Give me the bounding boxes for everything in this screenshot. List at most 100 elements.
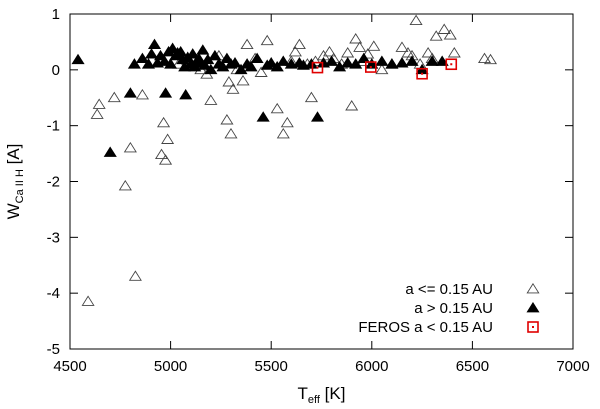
feros-square-point: [311, 61, 324, 74]
y-tick-label: -5: [47, 341, 60, 358]
open-triangle-point: [483, 53, 498, 65]
open-triangle-point: [156, 116, 171, 128]
y-axis-label: WCa II H [A]: [4, 144, 26, 220]
x-axis-title: Teff [K]: [298, 384, 346, 406]
filled-triangle-point: [405, 55, 419, 66]
filled-triangle-point: [341, 57, 355, 68]
filled-triangle-point: [123, 87, 137, 98]
open-triangle-point: [220, 114, 234, 125]
open-triangle-point: [349, 33, 363, 44]
y-tick-label: 0: [52, 62, 60, 79]
filled-triangle-point: [264, 57, 278, 68]
x-tick-label: 7000: [556, 358, 589, 375]
filled-triangle-point: [158, 87, 173, 98]
x-axis-label-sub: eff: [308, 394, 321, 406]
open-triangle-point: [367, 40, 381, 51]
filled-triangle-point: [196, 44, 210, 55]
feros-square-point: [416, 67, 428, 80]
filled-triangle-point: [395, 57, 409, 68]
open-triangle-point: [477, 52, 492, 64]
open-triangle-point: [447, 47, 461, 58]
open-triangle-point: [375, 63, 389, 75]
open-triangle-point: [240, 38, 254, 50]
legend-label: FEROS a < 0.15 AU: [358, 319, 493, 336]
filled-triangle-point: [365, 58, 379, 69]
open-triangle-point: [92, 98, 106, 109]
filled-triangle-point: [234, 63, 248, 75]
open-triangle-point: [260, 34, 274, 46]
filled-triangle-point: [198, 59, 212, 70]
open-triangle-point: [81, 295, 95, 306]
x-tick-label: 5000: [154, 358, 187, 375]
filled-triangle-point: [270, 60, 284, 72]
open-triangle-point: [118, 179, 132, 191]
y-axis-label-main: W: [4, 203, 23, 219]
y-tick-label: -2: [47, 174, 60, 191]
filled-triangle-point: [310, 111, 325, 122]
open-triangle-point: [158, 154, 173, 165]
y-axis-label-sub: Ca II H: [14, 169, 26, 203]
open-triangle-point: [107, 91, 121, 103]
filled-triangle-point: [103, 146, 117, 157]
open-triangle-point: [437, 23, 451, 34]
filled-triangle-point: [256, 111, 270, 122]
open-triangle-point: [345, 100, 359, 111]
open-triangle-point: [429, 30, 443, 41]
x-axis-label-main: T: [298, 384, 308, 403]
open-triangle-point: [161, 133, 175, 144]
x-tick-label: 4500: [53, 358, 86, 375]
filled-triangle-point: [71, 53, 85, 65]
y-tick-label: 1: [52, 6, 60, 23]
open-triangle-point: [395, 41, 409, 52]
open-triangle-point: [236, 74, 250, 86]
filled-triangle-point: [208, 49, 222, 61]
open-triangle-point: [204, 94, 218, 105]
x-tick-label: 6500: [456, 358, 489, 375]
open-triangle-point: [123, 141, 137, 153]
y-tick-label: -1: [47, 118, 60, 135]
x-tick-label: 6000: [355, 358, 388, 375]
filled-triangle-point: [228, 57, 242, 68]
filled-triangle-point: [276, 55, 290, 66]
filled-triangle-point: [385, 58, 399, 69]
data-points: [71, 14, 498, 306]
y-axis-label-unit: [A]: [4, 144, 23, 170]
open-triangle-point: [322, 45, 337, 57]
filled-triangle-point: [141, 58, 156, 69]
filled-triangle-point: [324, 55, 339, 66]
y-axis-title: WCa II H [A]: [4, 144, 26, 220]
open-triangle-point: [443, 29, 457, 40]
legend-label: a <= 0.15 AU: [405, 281, 493, 298]
filled-triangle-point: [157, 55, 172, 66]
filled-triangle-point: [349, 58, 363, 69]
filled-triangle-point: [304, 58, 319, 69]
x-axis-label-unit: [K]: [320, 384, 346, 403]
open-triangle-point: [341, 47, 355, 58]
filled-triangle-point: [147, 38, 162, 50]
legend: a <= 0.15 AU a > 0.15 AU FEROS a < 0.15 AU: [358, 281, 540, 336]
filled-triangle-point: [186, 48, 200, 59]
filled-triangle-point: [174, 45, 188, 57]
filled-triangle-point: [250, 52, 264, 64]
filled-triangle-point: [144, 48, 159, 59]
open-triangle-point: [90, 108, 104, 119]
x-axis-label: Teff [K]: [298, 384, 346, 406]
open-triangle-point: [409, 14, 423, 26]
filled-triangle-point: [425, 55, 439, 66]
filled-triangle-point: [375, 55, 389, 66]
open-triangle-point: [288, 45, 302, 57]
open-triangle-point: [276, 127, 290, 139]
open-triangle-point: [254, 66, 268, 77]
filled-triangle-point: [164, 58, 178, 69]
open-triangle-point: [226, 83, 240, 94]
open-triangle-point: [154, 148, 169, 160]
y-tick-label: -4: [47, 285, 60, 302]
open-triangle-point: [270, 102, 284, 114]
legend-label: a > 0.15 AU: [414, 300, 493, 317]
open-triangle-point: [361, 48, 375, 59]
legend-marker: [527, 321, 539, 333]
open-triangle-point: [353, 41, 367, 52]
plot-frame: [69, 13, 574, 350]
filled-triangle-point: [435, 55, 449, 66]
